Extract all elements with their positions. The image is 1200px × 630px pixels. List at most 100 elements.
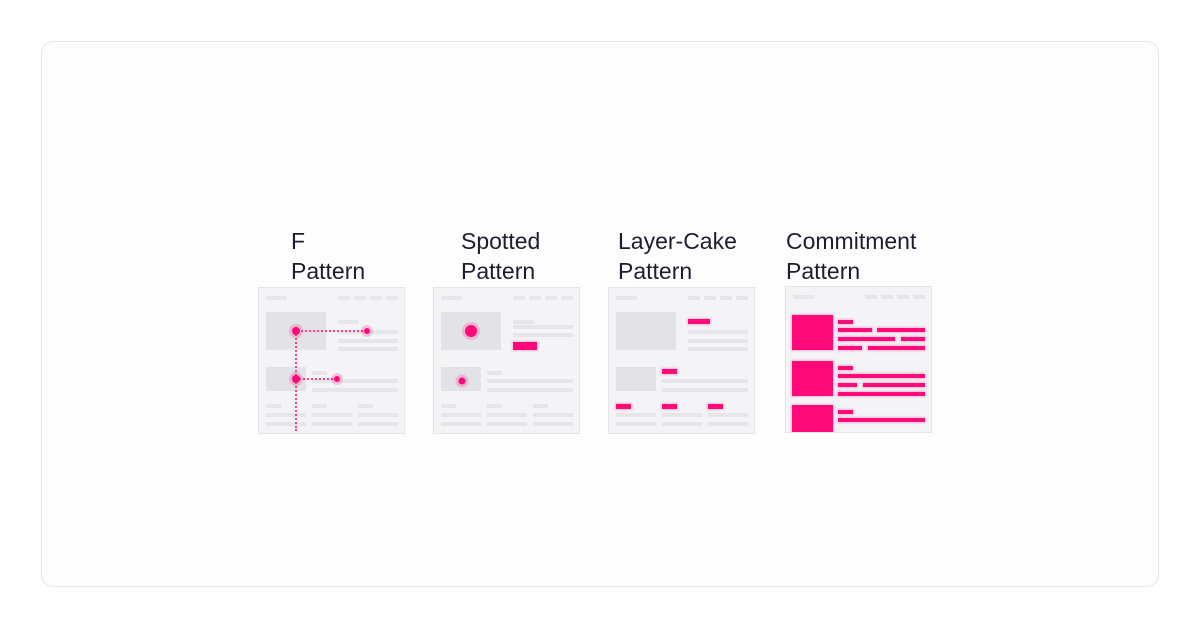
- thumbnail-placeholder: [616, 367, 656, 391]
- heading-placeholder: [688, 319, 710, 324]
- nav-item-placeholder: [529, 296, 541, 300]
- heading-placeholder: [266, 404, 281, 408]
- spotted-pattern-wireframe: [433, 287, 580, 434]
- nav-item-placeholder: [913, 295, 925, 299]
- nav-item-placeholder: [386, 296, 398, 300]
- text-line-placeholder: [312, 388, 398, 392]
- text-line-placeholder: [662, 388, 748, 392]
- fixation-dot: [292, 327, 300, 335]
- logo-placeholder: [441, 296, 462, 300]
- text-line-placeholder: [513, 325, 573, 329]
- text-line-placeholder: [358, 413, 398, 417]
- text-line-placeholder: [441, 422, 481, 426]
- text-line-placeholder: [708, 422, 748, 426]
- heading-placeholder: [616, 404, 631, 409]
- nav-item-placeholder: [545, 296, 557, 300]
- text-line-placeholder: [533, 413, 573, 417]
- heading-placeholder: [708, 404, 723, 409]
- commitment-pattern-wireframe: [785, 286, 932, 433]
- text-line-placeholder: [312, 413, 352, 417]
- text-line: [877, 328, 925, 332]
- heading-placeholder: [312, 371, 327, 375]
- heading-placeholder: [312, 404, 327, 408]
- fixation-dot: [465, 325, 477, 337]
- text-line-placeholder: [708, 413, 748, 417]
- text-line: [838, 346, 862, 350]
- nav-item-placeholder: [513, 296, 525, 300]
- text-line-placeholder: [487, 388, 573, 392]
- text-line-placeholder: [441, 413, 481, 417]
- nav-item-placeholder: [354, 296, 366, 300]
- text-line-placeholder: [688, 330, 748, 334]
- title-layer-cake-pattern: Layer-Cake Pattern: [618, 228, 737, 284]
- scan-path-horizontal: [296, 330, 367, 332]
- logo-placeholder: [266, 296, 287, 300]
- heading-placeholder: [662, 404, 677, 409]
- nav-item-placeholder: [720, 296, 732, 300]
- title-f-pattern: F Pattern: [291, 228, 366, 284]
- text-line: [901, 337, 925, 341]
- hero-image-placeholder: [616, 312, 676, 350]
- highlighted-image-block: [792, 361, 833, 396]
- text-line-placeholder: [338, 347, 398, 351]
- text-line-placeholder: [513, 333, 573, 337]
- nav-item-placeholder: [704, 296, 716, 300]
- text-line: [838, 328, 872, 332]
- nav-item-placeholder: [561, 296, 573, 300]
- text-line-placeholder: [338, 339, 398, 343]
- text-line-placeholder: [487, 379, 573, 383]
- text-line-placeholder: [487, 413, 527, 417]
- heading-placeholder: [487, 371, 502, 375]
- text-line-placeholder: [312, 379, 398, 383]
- text-line-placeholder: [487, 422, 527, 426]
- text-line-placeholder: [533, 422, 573, 426]
- text-line: [838, 418, 925, 422]
- heading-placeholder: [441, 404, 456, 408]
- text-line: [838, 374, 925, 378]
- text-line-placeholder: [312, 422, 352, 426]
- nav-item-placeholder: [865, 295, 877, 299]
- text-line-placeholder: [662, 422, 702, 426]
- text-line-placeholder: [266, 422, 306, 426]
- text-line-placeholder: [616, 422, 656, 426]
- text-line-placeholder: [266, 413, 306, 417]
- nav-item-placeholder: [370, 296, 382, 300]
- nav-item-placeholder: [736, 296, 748, 300]
- nav-item-placeholder: [897, 295, 909, 299]
- heading-placeholder: [838, 320, 853, 324]
- text-line-placeholder: [616, 413, 656, 417]
- heading-placeholder: [533, 404, 548, 408]
- heading-placeholder: [662, 369, 677, 374]
- text-line-placeholder: [662, 379, 748, 383]
- text-line: [838, 337, 895, 341]
- text-line: [838, 392, 925, 396]
- text-line: [868, 346, 925, 350]
- text-line-placeholder: [688, 347, 748, 351]
- heading-placeholder: [487, 404, 502, 408]
- nav-item-placeholder: [881, 295, 893, 299]
- logo-placeholder: [616, 296, 637, 300]
- logo-placeholder: [793, 295, 814, 299]
- heading-placeholder: [838, 366, 853, 370]
- title-commitment-pattern: Commitment Pattern: [786, 228, 917, 284]
- highlighted-button: [513, 342, 537, 350]
- nav-item-placeholder: [338, 296, 350, 300]
- diagram-frame: F Pattern Spotted Pattern Layer-Cake Pat…: [41, 41, 1159, 587]
- text-line: [863, 383, 925, 387]
- heading-placeholder: [513, 320, 534, 324]
- layer-cake-pattern-wireframe: [608, 287, 755, 434]
- scan-path-horizontal: [296, 378, 337, 380]
- highlighted-image-block: [792, 405, 833, 432]
- fixation-dot: [334, 376, 340, 382]
- fixation-dot: [458, 377, 466, 385]
- fixation-dot: [364, 328, 370, 334]
- text-line-placeholder: [662, 413, 702, 417]
- text-line-placeholder: [358, 422, 398, 426]
- heading-placeholder: [338, 320, 359, 324]
- nav-item-placeholder: [688, 296, 700, 300]
- fixation-dot: [292, 375, 300, 383]
- title-spotted-pattern: Spotted Pattern: [461, 228, 541, 284]
- heading-placeholder: [838, 410, 853, 414]
- text-line: [838, 383, 857, 387]
- heading-placeholder: [358, 404, 373, 408]
